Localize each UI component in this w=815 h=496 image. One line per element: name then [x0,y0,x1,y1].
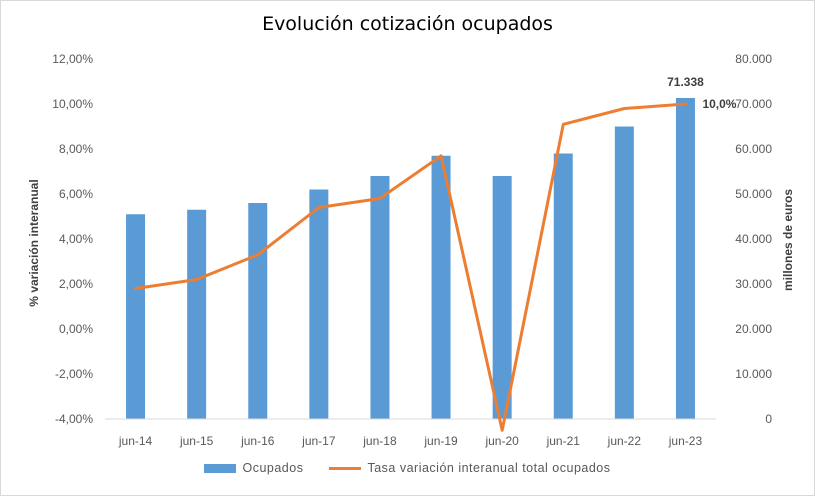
bar [370,176,390,419]
bar [492,176,512,419]
x-tick-label: jun-14 [118,434,153,448]
bar [187,209,207,419]
y-right-tick-label: 20.000 [735,322,772,336]
legend-label-ocupados: Ocupados [242,461,304,475]
line-data-label: 10,0% [702,97,736,111]
y-left-tick-label: -2,00% [55,367,93,381]
bar [553,153,573,419]
y-right-tick-label: 50.000 [735,187,772,201]
x-tick-label: jun-21 [546,434,581,448]
y-right-tick-label: 40.000 [735,232,772,246]
y-left-axis-title: % variación interanual [27,179,41,306]
x-tick-label: jun-17 [301,434,336,448]
x-tick-label: jun-15 [179,434,214,448]
x-tick-label: jun-18 [362,434,397,448]
x-tick-label: jun-22 [607,434,642,448]
line-series-tasa [134,102,687,432]
y-right-tick-label: 30.000 [735,277,772,291]
x-tick-label: jun-23 [668,434,703,448]
chart-legend: Ocupados Tasa variación interanual total… [0,461,815,475]
bar [614,126,634,419]
legend-item-tasa: Tasa variación interanual total ocupados [329,461,610,475]
chart-title: Evolución cotización ocupados [262,13,553,35]
y-left-tick-label: 4,00% [59,232,93,246]
y-right-axis-title: millones de euros [781,189,795,291]
x-tick-label: jun-19 [423,434,458,448]
y-right-tick-label: 70.000 [735,97,772,111]
x-tick-label: jun-16 [240,434,275,448]
y-left-tick-label: -4,00% [55,412,93,426]
y-left-tick-label: 10,00% [52,97,93,111]
legend-item-ocupados: Ocupados [204,461,303,475]
x-tick-label: jun-20 [484,434,519,448]
y-right-tick-label: 80.000 [735,52,772,66]
y-right-tick-label: 0 [765,412,772,426]
y-left-tick-label: 0,00% [59,322,93,336]
y-left-tick-label: 2,00% [59,277,93,291]
y-right-tick-label: 60.000 [735,142,772,156]
y-left-tick-label: 12,00% [52,52,93,66]
legend-swatch-line [329,466,362,470]
legend-swatch-bar [204,463,237,473]
bar [126,214,146,419]
bar-data-label: 71.338 [667,75,704,89]
bar [248,203,268,419]
y-right-tick-label: 10.000 [735,367,772,381]
y-left-tick-label: 6,00% [59,187,93,201]
y-left-tick-label: 8,00% [59,142,93,156]
bar [675,97,695,419]
bar [309,189,329,419]
bar [431,155,451,419]
legend-label-tasa: Tasa variación interanual total ocupados [367,461,611,475]
